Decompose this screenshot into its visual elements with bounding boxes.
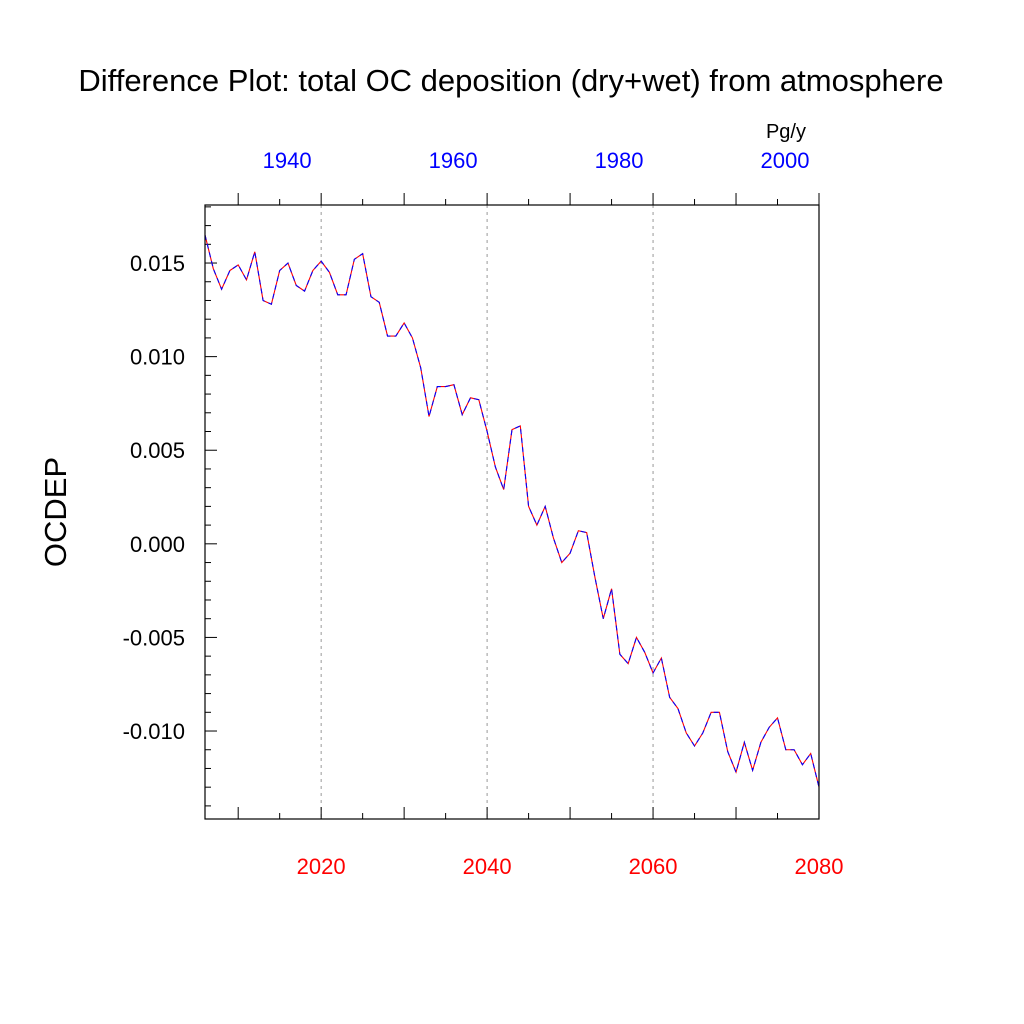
top-x-tick-label-1: 1960 [429, 148, 478, 173]
bottom-x-tick-label-0: 2020 [297, 854, 346, 879]
gridlines [320, 205, 654, 819]
y-tick-label-3: 0.000 [130, 532, 185, 557]
bottom-x-tick-label-2: 2060 [629, 854, 678, 879]
top-x-tick-label-2: 1980 [595, 148, 644, 173]
y-tick-label-5: -0.010 [123, 719, 185, 744]
top-x-tick-label-0: 1940 [263, 148, 312, 173]
top-x-tick-labels: 1940 1960 1980 2000 [263, 148, 810, 173]
bottom-x-tick-labels: 2020 2040 2060 2080 [297, 854, 844, 879]
y-tick-label-0: 0.015 [130, 251, 185, 276]
top-x-tick-label-3: 2000 [761, 148, 810, 173]
units-label: Pg/y [766, 121, 806, 143]
plot-frame [204, 204, 820, 820]
series-lines [204, 234, 820, 788]
y-tick-label-4: -0.005 [123, 625, 185, 650]
y-tick-label-1: 0.010 [130, 345, 185, 370]
bottom-x-tick-label-3: 2080 [795, 854, 844, 879]
axis-ticks [205, 193, 820, 819]
y-tick-labels: 0.015 0.010 0.005 0.000 -0.005 -0.010 [123, 251, 185, 744]
series-line-1 [204, 234, 820, 788]
series-line-0 [204, 234, 820, 788]
bottom-x-tick-label-1: 2040 [463, 854, 512, 879]
chart-title: Difference Plot: total OC deposition (dr… [78, 63, 943, 98]
y-tick-label-2: 0.005 [130, 438, 185, 463]
y-axis-label: OCDEP [38, 457, 73, 567]
